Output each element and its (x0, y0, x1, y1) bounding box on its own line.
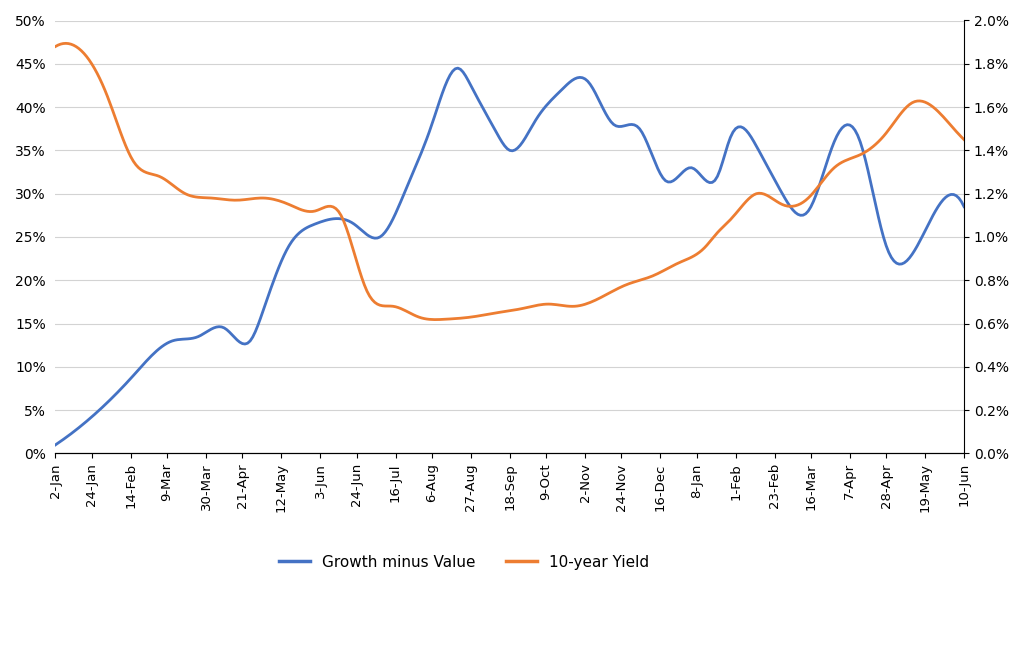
10-year Yield (820, 172, 833, 180)
10-year Yield (480, 311, 493, 318)
Growth minus Value (957, 203, 970, 211)
Line: Growth minus Value: Growth minus Value (55, 68, 964, 445)
10-year Yield (428, 316, 440, 324)
Growth minus Value (452, 64, 464, 72)
Legend: Growth minus Value, 10-year Yield: Growth minus Value, 10-year Yield (273, 549, 655, 576)
10-year Yield (957, 136, 970, 144)
Growth minus Value (413, 155, 425, 162)
10-year Yield (416, 314, 428, 322)
Growth minus Value (480, 111, 493, 118)
10-year Yield (516, 305, 528, 313)
Line: 10-year Yield: 10-year Yield (55, 44, 964, 320)
10-year Yield (867, 142, 880, 150)
Growth minus Value (818, 168, 830, 176)
Growth minus Value (864, 178, 877, 186)
Growth minus Value (514, 142, 526, 150)
Growth minus Value (49, 441, 61, 448)
Growth minus Value (477, 106, 489, 114)
10-year Yield (49, 43, 61, 51)
10-year Yield (483, 310, 496, 318)
10-year Yield (59, 40, 72, 47)
